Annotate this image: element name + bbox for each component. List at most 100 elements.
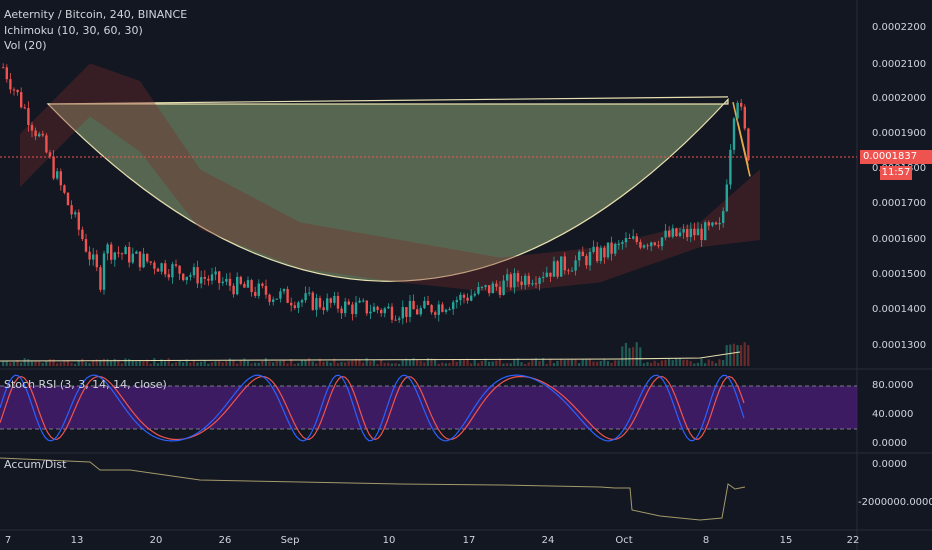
ichimoku-legend[interactable]: Ichimoku (10, 30, 60, 30)	[4, 24, 143, 37]
candle-body	[682, 229, 685, 233]
volume-bar	[747, 345, 750, 366]
volume-bar	[682, 359, 685, 366]
candle-body	[228, 278, 232, 286]
stoch-rsi-legend[interactable]: Stoch RSI (3, 3, 14, 14, close)	[4, 378, 167, 391]
accum-dist-line	[0, 457, 746, 521]
volume-bar	[214, 361, 217, 366]
candle-body	[41, 133, 44, 136]
volume-bar	[480, 360, 483, 366]
candle-body	[426, 300, 430, 305]
candle-body	[452, 302, 455, 310]
candle-body	[66, 192, 70, 206]
symbol-legend[interactable]: Aeternity / Bitcoin, 240, BINANCE	[4, 8, 188, 21]
candle-body	[603, 247, 606, 258]
volume-bar	[149, 363, 152, 366]
candle-body	[419, 308, 422, 315]
volume-bar	[308, 358, 311, 366]
candle-body	[365, 300, 368, 314]
volume-bar	[470, 363, 473, 366]
candle-body	[315, 298, 318, 310]
volume-bar	[171, 363, 174, 366]
candle-body	[520, 281, 523, 286]
volume-bar	[725, 345, 728, 366]
volume-bar	[693, 363, 696, 366]
volume-bar	[664, 359, 667, 366]
candle-body	[304, 293, 307, 301]
candle-body	[693, 228, 696, 236]
volume-bar	[12, 361, 15, 366]
candle-body	[743, 106, 746, 129]
countdown-badge: 11:57	[880, 166, 912, 180]
volume-bar	[380, 359, 383, 366]
volume-bar	[250, 363, 253, 366]
candle-body	[300, 300, 304, 303]
volume-bar	[88, 363, 91, 366]
candle-body	[596, 246, 599, 262]
accum-dist-legend[interactable]: Accum/Dist	[4, 458, 67, 471]
volume-bar	[657, 362, 660, 366]
volume-bar	[110, 360, 113, 366]
volume-bar	[718, 359, 721, 366]
candle-body	[20, 92, 23, 108]
candle-body	[668, 230, 671, 237]
candle-body	[621, 242, 624, 244]
candle-body	[23, 107, 26, 109]
candle-body	[653, 242, 656, 246]
candle-body	[347, 301, 350, 305]
candle-body	[329, 298, 332, 303]
candle-body	[131, 253, 134, 263]
candle-body	[477, 287, 480, 294]
volume-bar	[228, 358, 231, 366]
candle-body	[552, 261, 556, 277]
stoch-tick: 0.0000	[872, 438, 907, 449]
volume-bar	[322, 361, 325, 366]
volume-bar	[272, 362, 275, 366]
candle-body	[369, 311, 372, 314]
candle-body	[200, 277, 203, 284]
volume-bar	[365, 358, 368, 366]
price-tick: 0.0001500	[872, 269, 927, 280]
volume-bar	[524, 363, 527, 366]
candle-body	[362, 300, 365, 302]
volume-bar	[606, 361, 609, 366]
volume-bar	[542, 358, 545, 366]
volume-bar	[174, 362, 177, 366]
candle-body	[462, 294, 466, 298]
candle-body	[441, 304, 444, 312]
volume-bar	[279, 360, 282, 366]
candle-body	[570, 270, 574, 272]
volume-bar	[56, 363, 59, 366]
volume-bar	[369, 361, 372, 366]
candle-body	[95, 254, 98, 268]
volume-bar	[66, 359, 69, 366]
candle-body	[120, 253, 124, 255]
candle-body	[696, 228, 700, 236]
candle-body	[466, 297, 469, 301]
stoch-k-line	[0, 374, 745, 442]
volume-bar	[398, 363, 401, 366]
candle-body	[74, 212, 77, 215]
candle-body	[308, 292, 311, 294]
candle-body	[210, 274, 214, 281]
candle-body	[581, 251, 584, 257]
candle-body	[516, 273, 520, 282]
volume-bar	[441, 362, 444, 366]
candle-body	[509, 274, 512, 288]
candle-body	[5, 67, 8, 80]
price-tick: 0.0001700	[872, 198, 927, 209]
volume-bar	[621, 346, 624, 366]
candle-body	[531, 283, 534, 285]
candle-body	[387, 306, 390, 309]
candle-body	[740, 102, 743, 107]
volume-bar	[221, 362, 224, 366]
volume-bar	[268, 361, 271, 366]
volume-bar	[232, 359, 235, 366]
candle-body	[45, 135, 48, 153]
volume-legend[interactable]: Vol (20)	[4, 39, 47, 52]
candle-body	[88, 251, 91, 260]
candle-body	[102, 253, 106, 290]
candle-body	[48, 152, 52, 157]
volume-bar	[254, 362, 257, 366]
